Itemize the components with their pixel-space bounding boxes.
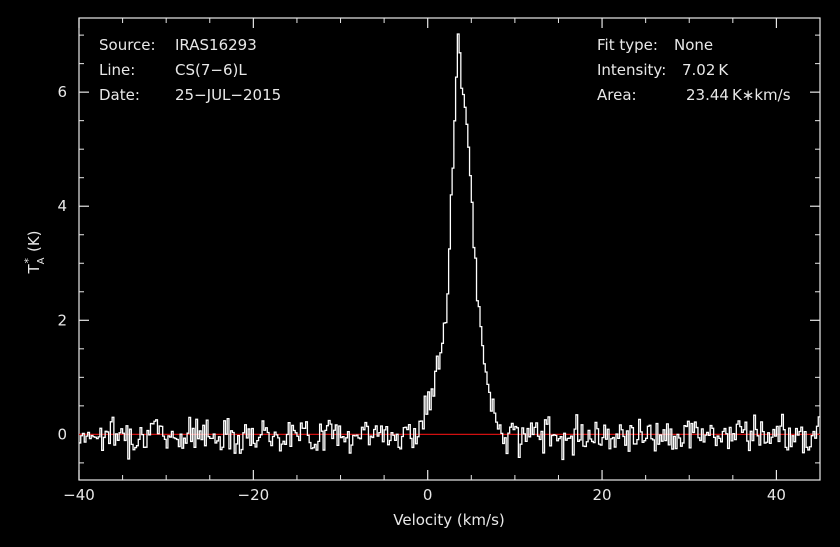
info-line-value: CS(7−6)L bbox=[175, 61, 247, 79]
info-date-key: Date: bbox=[99, 86, 140, 104]
spectrum-line bbox=[79, 33, 820, 461]
x-tick-label: 20 bbox=[593, 486, 612, 504]
x-tick-label: −40 bbox=[63, 486, 95, 504]
svg-text:TA*(K): TA* (K) bbox=[22, 230, 47, 274]
y-tick-label: 6 bbox=[57, 83, 67, 101]
x-axis-ticks: −40 −20 0 20 40 bbox=[63, 18, 821, 504]
info-line-key: Line: bbox=[99, 61, 135, 79]
x-tick-label: 40 bbox=[767, 486, 786, 504]
y-axis-label-main: T bbox=[25, 264, 43, 275]
info-block-left: Source: IRAS16293 Line: CS(7−6)L Date: 2… bbox=[99, 36, 281, 104]
y-axis-label-sup: * bbox=[22, 258, 35, 264]
info-fit-type-key: Fit type: bbox=[597, 36, 658, 54]
y-tick-label: 4 bbox=[57, 197, 67, 215]
info-date-value: 25−JUL−2015 bbox=[175, 86, 281, 104]
x-axis-label: Velocity (km/s) bbox=[393, 511, 504, 529]
plot-frame bbox=[78, 17, 821, 481]
x-tick-label: 0 bbox=[423, 486, 433, 504]
y-axis-label: TA* (K) bbox=[22, 230, 47, 274]
info-intensity-key: Intensity: bbox=[597, 61, 666, 79]
y-tick-label: 0 bbox=[57, 425, 67, 443]
y-axis-label-sub: A bbox=[36, 257, 47, 264]
x-tick-label: −20 bbox=[238, 486, 270, 504]
info-area-value: 23.44 K∗km/s bbox=[686, 86, 791, 104]
y-tick-label: 2 bbox=[57, 311, 67, 329]
y-axis-label-unit: (K) bbox=[25, 230, 43, 252]
info-block-right: Fit type: None Intensity: 7.02 K Area: 2… bbox=[597, 36, 791, 104]
info-area-key: Area: bbox=[597, 86, 637, 104]
info-source-value: IRAS16293 bbox=[175, 36, 257, 54]
info-source-key: Source: bbox=[99, 36, 156, 54]
info-fit-type-value: None bbox=[674, 36, 713, 54]
info-intensity-value: 7.02 K bbox=[682, 61, 729, 79]
